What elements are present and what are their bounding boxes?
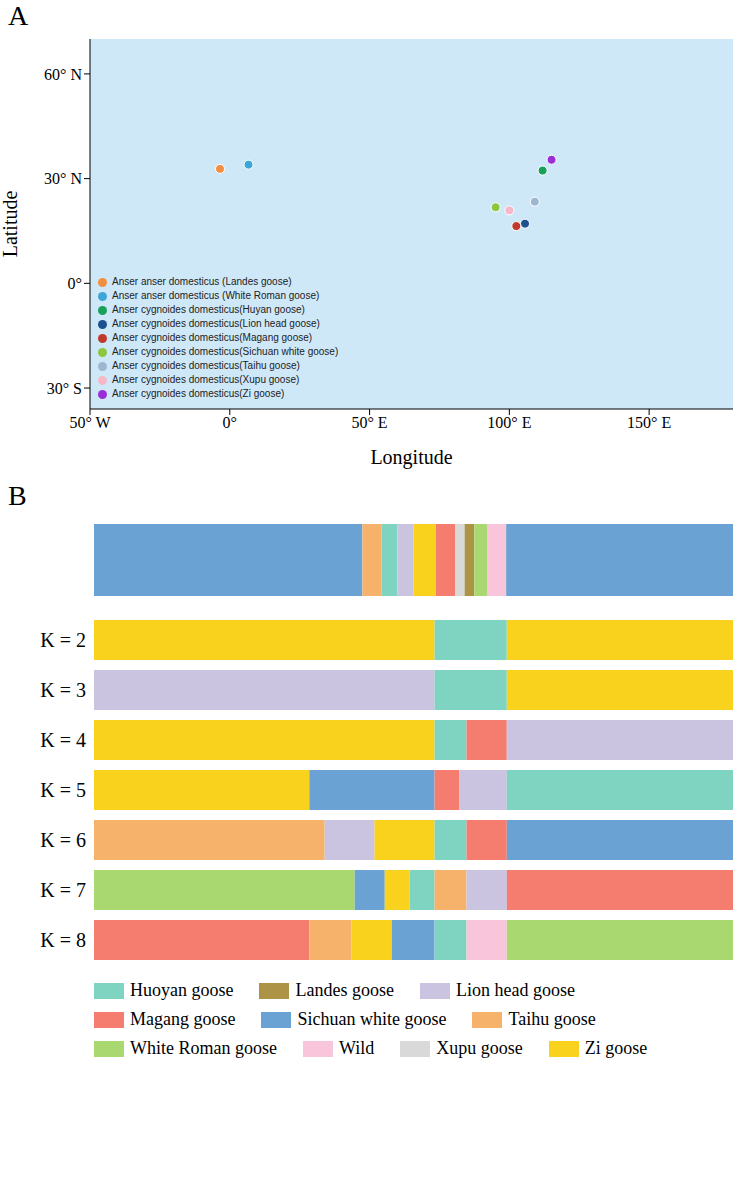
svg-text:K = 2: K = 2 <box>40 629 86 651</box>
html-text:Anser cygnoides domesticus(Tai: Anser cygnoides domesticus(Taihu goose) <box>112 360 300 371</box>
html-text:Xupu goose: Xupu goose <box>436 1038 523 1058</box>
html-text:Anser cygnoides domesticus(Xup: Anser cygnoides domesticus(Xupu goose) <box>112 374 300 385</box>
html-text:Zi goose: Zi goose <box>584 1038 648 1058</box>
svg-text:100° E: 100° E <box>487 414 531 431</box>
html-text:A: A <box>8 0 29 31</box>
html-text:Huoyan goose: Huoyan goose <box>130 980 234 1000</box>
svg-text:K = 8: K = 8 <box>40 929 86 951</box>
html-text:Anser anser domesticus (White: Anser anser domesticus (White Roman goos… <box>112 290 320 301</box>
html-text:Wild: Wild <box>339 1038 375 1058</box>
html-text:Taihu goose: Taihu goose <box>508 1009 596 1029</box>
html-text:Anser cygnoides domesticus(Mag: Anser cygnoides domesticus(Magang goose) <box>112 332 313 343</box>
svg-text:50° E: 50° E <box>351 414 387 431</box>
html-text:Anser cygnoides domesticus(Sic: Anser cygnoides domesticus(Sichuan white… <box>112 346 339 357</box>
svg-text:K = 3: K = 3 <box>40 679 86 701</box>
svg-text:K = 5: K = 5 <box>40 779 86 801</box>
html-text:B: B <box>8 480 27 511</box>
svg-text:K = 4: K = 4 <box>40 729 86 751</box>
html-text:Sichuan white goose: Sichuan white goose <box>297 1009 447 1029</box>
svg-text:K = 7: K = 7 <box>40 879 86 901</box>
svg-text:50° W: 50° W <box>69 414 111 431</box>
html-text:Lion head goose: Lion head goose <box>456 980 575 1000</box>
svg-text:Longitude: Longitude <box>370 446 452 469</box>
svg-text:60° N: 60° N <box>44 66 82 83</box>
html-text:Magang goose: Magang goose <box>130 1009 236 1029</box>
svg-text:K = 6: K = 6 <box>40 829 86 851</box>
svg-text:150° E: 150° E <box>627 414 671 431</box>
html-text:Anser cygnoides domesticus(Zi: Anser cygnoides domesticus(Zi goose) <box>112 388 285 399</box>
svg-text:30° N: 30° N <box>44 170 82 187</box>
html-text:Landes goose: Landes goose <box>295 980 394 1000</box>
html-text:Anser cygnoides domesticus(Lio: Anser cygnoides domesticus(Lion head goo… <box>112 318 320 329</box>
svg-text:0°: 0° <box>223 414 237 431</box>
html-text:Anser cygnoides domesticus(Huy: Anser cygnoides domesticus(Huyan goose) <box>112 304 305 315</box>
svg-text:30° S: 30° S <box>47 380 82 397</box>
html-text:Anser anser domesticus (Landes: Anser anser domesticus (Landes goose) <box>112 276 292 287</box>
svg-text:Latitude: Latitude <box>0 191 21 258</box>
html-text:White Roman goose: White Roman goose <box>130 1038 277 1058</box>
svg-text:0°: 0° <box>68 275 82 292</box>
